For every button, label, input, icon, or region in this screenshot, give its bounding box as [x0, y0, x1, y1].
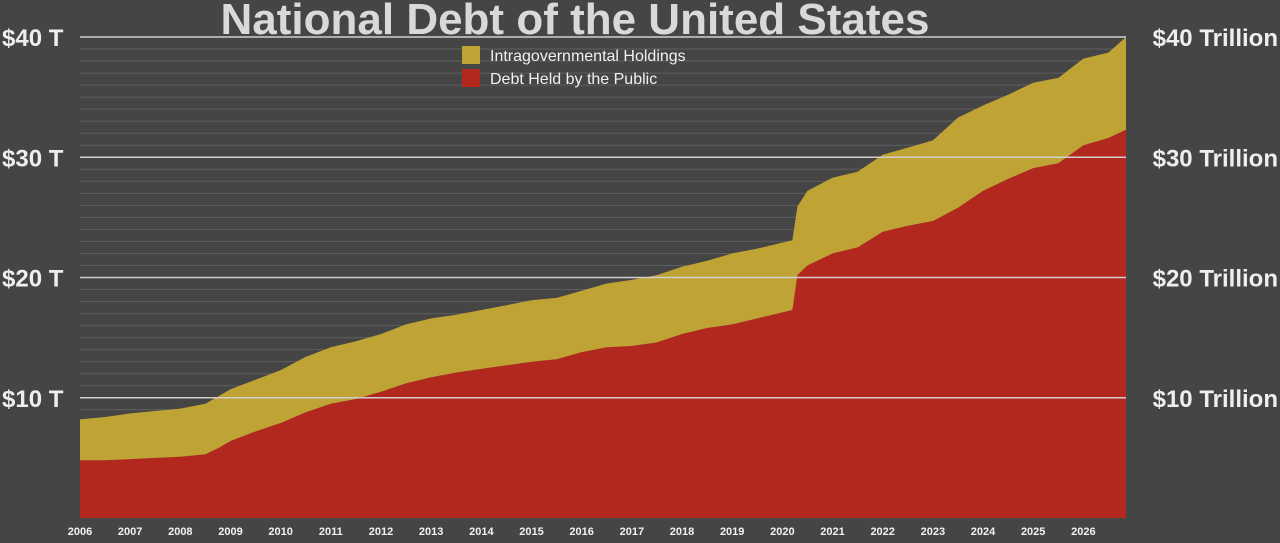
area-series [80, 37, 1126, 518]
x-tick-label: 2020 [770, 526, 794, 538]
x-tick-label: 2025 [1021, 526, 1045, 538]
x-tick-label: 2010 [268, 526, 292, 538]
x-tick-label: 2009 [218, 526, 242, 538]
legend-swatch [462, 69, 480, 87]
x-axis: 2006 2007 2008 2009 2010 2011 2012 2013 2014 2015… [68, 526, 1096, 538]
x-tick-label: 2006 [68, 526, 92, 538]
y-tick-label-right: $40 Trillion [1153, 25, 1278, 52]
y-tick-label-right: $10 Trillion [1153, 386, 1278, 413]
x-tick-label: 2026 [1071, 526, 1095, 538]
x-tick-label: 2007 [118, 526, 142, 538]
x-tick-label: 2021 [820, 526, 844, 538]
x-tick-label: 2012 [369, 526, 393, 538]
chart-title: National Debt of the United States [221, 0, 930, 44]
y-axis-left: $10 T $20 T $30 T $40 T [2, 25, 64, 413]
x-tick-label: 2016 [569, 526, 593, 538]
major-gridlines [80, 36, 1126, 399]
x-tick-label: 2008 [168, 526, 192, 538]
x-tick-label: 2013 [419, 526, 443, 538]
y-tick-label-left: $20 T [2, 266, 64, 293]
legend: Intragovernmental Holdings Debt Held by t… [462, 46, 686, 88]
y-axis-right: $10 Trillion $20 Trillion $30 Trillion $40 … [1153, 25, 1278, 413]
y-tick-label-left: $10 T [2, 386, 64, 413]
y-tick-label-right: $30 Trillion [1153, 145, 1278, 172]
x-tick-label: 2024 [971, 526, 996, 538]
x-tick-label: 2019 [720, 526, 744, 538]
y-tick-label-left: $30 T [2, 145, 64, 172]
area-debt-held-by-the-public [80, 129, 1126, 518]
y-tick-label-left: $40 T [2, 25, 64, 52]
legend-label: Intragovernmental Holdings [490, 48, 686, 65]
y-tick-label-right: $20 Trillion [1153, 266, 1278, 293]
x-tick-label: 2023 [921, 526, 945, 538]
x-tick-label: 2011 [319, 526, 343, 538]
area-intragovernmental-holdings [80, 37, 1126, 461]
legend-label: Debt Held by the Public [490, 71, 657, 88]
x-tick-label: 2022 [870, 526, 894, 538]
x-tick-label: 2015 [519, 526, 543, 538]
x-tick-label: 2014 [469, 526, 494, 538]
x-tick-label: 2018 [670, 526, 694, 538]
x-tick-label: 2017 [620, 526, 644, 538]
legend-swatch [462, 46, 480, 64]
